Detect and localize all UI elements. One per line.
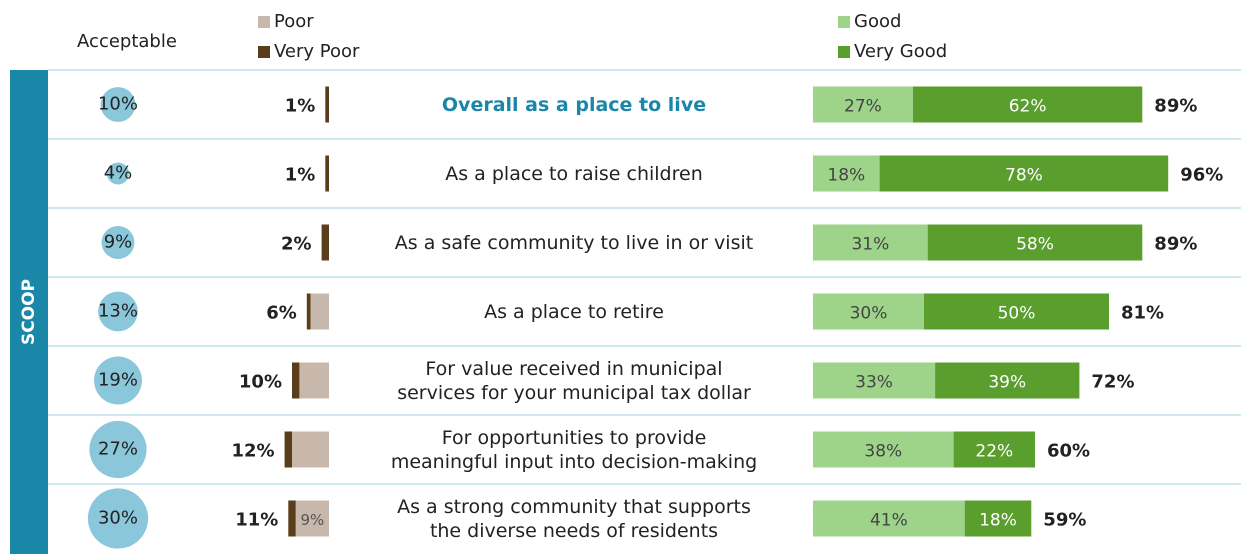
acceptable-bubble	[87, 488, 149, 549]
bar-positive	[813, 500, 965, 537]
legend-swatch	[838, 46, 850, 58]
bar-negative	[321, 224, 329, 261]
positive-total: 81%	[1121, 303, 1164, 324]
acceptable-label: 27%	[98, 439, 138, 460]
positive-total: 89%	[1154, 234, 1197, 255]
legend-label: Good	[854, 11, 901, 32]
category-label: As a safe community to live in or visit	[394, 231, 754, 254]
bar-label: 9%	[300, 511, 324, 529]
acceptable-bubble	[100, 87, 136, 122]
bar-positive	[813, 224, 928, 261]
bar-positive	[813, 155, 880, 192]
bar-negative	[292, 431, 329, 468]
acceptable-label: 30%	[98, 508, 138, 529]
negative-total: 1%	[285, 96, 316, 117]
legend-swatch	[258, 46, 270, 58]
bar-label: 39%	[988, 373, 1026, 393]
bar-label: 62%	[1009, 97, 1047, 117]
category-label: For value received in municipal services…	[397, 357, 751, 404]
bar-label: 78%	[1005, 166, 1043, 186]
bar-negative	[310, 293, 329, 330]
bar-label: 33%	[855, 373, 893, 393]
bar-positive	[912, 86, 1143, 123]
bar-positive	[879, 155, 1169, 192]
bar-negative	[295, 500, 329, 537]
negative-total: 6%	[266, 303, 297, 324]
group-label: SCOOP	[19, 279, 39, 345]
bar-label: 31%	[851, 235, 889, 255]
negative-total: 10%	[239, 372, 282, 393]
negative-total: 2%	[281, 234, 312, 255]
acceptable-bubble	[107, 162, 129, 185]
acceptable-label: 19%	[98, 370, 138, 391]
negative-total: 12%	[232, 441, 275, 462]
acceptable-label: 13%	[98, 301, 138, 322]
acceptable-label: 9%	[104, 232, 133, 253]
positive-total: 72%	[1091, 372, 1134, 393]
acceptable-bubble	[101, 226, 135, 259]
bar-negative	[299, 362, 329, 399]
bar-positive	[953, 431, 1035, 468]
legend-swatch	[838, 16, 850, 28]
legend-label: Poor	[274, 11, 314, 32]
bar-positive	[813, 86, 913, 123]
legend-swatch	[258, 16, 270, 28]
negative-total: 11%	[235, 510, 278, 531]
acceptable-label: 10%	[98, 94, 138, 115]
bar-negative	[284, 431, 292, 468]
bar-negative	[306, 293, 311, 330]
bar-label: 30%	[850, 304, 888, 324]
bar-negative	[325, 155, 329, 192]
acceptable-bubble	[89, 420, 147, 479]
bar-label: 50%	[998, 304, 1036, 324]
acceptable-label: 4%	[104, 163, 133, 184]
group-strip	[10, 70, 48, 554]
bar-label: 38%	[864, 442, 902, 462]
bar-positive	[964, 500, 1032, 537]
acceptable-bubble	[98, 291, 138, 332]
bar-label: 22%	[975, 442, 1013, 462]
bar-label: 41%	[870, 511, 908, 531]
positive-total: 96%	[1180, 165, 1223, 186]
acceptable-bubble	[94, 356, 142, 405]
bar-negative	[325, 86, 329, 123]
bar-label: 18%	[827, 166, 865, 186]
category-label: As a place to raise children	[445, 162, 703, 185]
category-label: Overall as a place to live	[441, 93, 707, 116]
bar-label: 58%	[1016, 235, 1054, 255]
acceptable-title: Acceptable	[77, 31, 177, 52]
positive-total: 89%	[1154, 96, 1197, 117]
bar-positive	[927, 224, 1143, 261]
negative-total: 1%	[285, 165, 316, 186]
positive-total: 60%	[1047, 441, 1090, 462]
bar-label: 27%	[844, 97, 882, 117]
legend-label: Very Poor	[274, 41, 360, 62]
category-label: As a strong community that supports the …	[397, 495, 751, 542]
bar-positive	[813, 431, 954, 468]
bar-positive	[813, 293, 924, 330]
bar-positive	[813, 362, 936, 399]
legend-label: Very Good	[854, 41, 947, 62]
category-label: For opportunities to provide meaningful …	[390, 426, 758, 473]
category-label: As a place to retire	[484, 300, 664, 323]
bar-positive	[935, 362, 1080, 399]
bar-negative	[288, 500, 296, 537]
positive-total: 59%	[1043, 510, 1086, 531]
bar-positive	[924, 293, 1109, 330]
bar-negative	[292, 362, 300, 399]
bar-label: 18%	[979, 511, 1017, 531]
